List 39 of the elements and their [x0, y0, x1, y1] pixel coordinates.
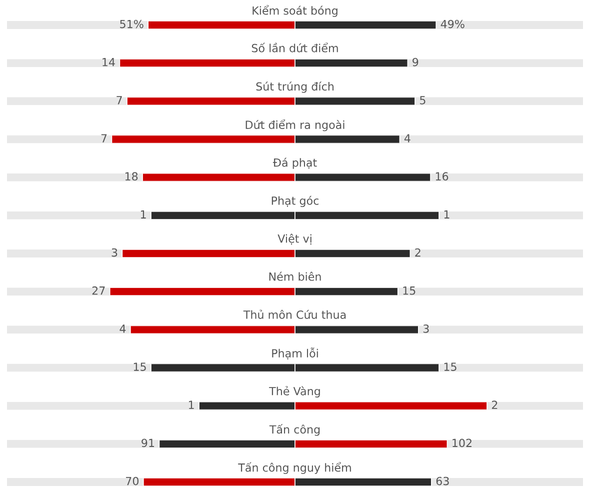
data-label: 102: [452, 438, 472, 448]
y-tick-label: Ném biên: [269, 272, 321, 281]
y-tick-label: Tấn công nguy hiểm: [238, 462, 351, 474]
data-label: 3: [112, 248, 118, 257]
data-label: 18: [125, 172, 138, 181]
data-label: 2: [415, 248, 420, 257]
data-label: 91: [142, 438, 154, 448]
data-label: 15: [444, 362, 456, 371]
y-tick-label: Dứt điểm ra ngoài: [246, 119, 344, 132]
y-tick-label: Thẻ Vàng: [269, 386, 320, 398]
data-label: 3: [423, 324, 429, 333]
y-tick-label: Kiểm soát bóng: [252, 5, 338, 17]
data-label: 4: [404, 134, 410, 142]
y-tick-label: Phạm lỗi: [272, 348, 318, 360]
data-label: 27: [92, 286, 105, 295]
data-label: 1: [140, 210, 146, 218]
data-label: 5: [420, 96, 426, 104]
y-tick-label: Sút trúng đích: [256, 82, 334, 93]
data-label: 51%: [120, 20, 144, 28]
data-label: 16: [436, 172, 448, 181]
y-tick-label: Việt vị: [278, 234, 312, 245]
data-label: 63: [436, 476, 449, 486]
y-tick-label: Số lần dứt điểm: [252, 42, 338, 52]
y-tick-label: Thủ môn Cứu thua: [243, 310, 346, 319]
data-label: 7: [116, 96, 122, 104]
data-label: 14: [102, 58, 115, 66]
data-label: 7: [101, 134, 107, 142]
data-label: 49%: [440, 20, 464, 28]
data-label: 4: [120, 324, 126, 333]
data-label: 15: [403, 286, 416, 295]
y-tick-label: Tấn công: [269, 424, 320, 436]
data-label: 70: [126, 476, 139, 486]
data-label: 1: [444, 210, 450, 218]
data-label: 1: [188, 400, 194, 409]
data-label: 15: [134, 362, 146, 371]
data-label: 2: [492, 400, 498, 409]
y-tick-label: Phạt góc: [272, 196, 319, 208]
data-label: 9: [412, 58, 418, 66]
y-tick-label: Đá phạt: [272, 158, 317, 169]
